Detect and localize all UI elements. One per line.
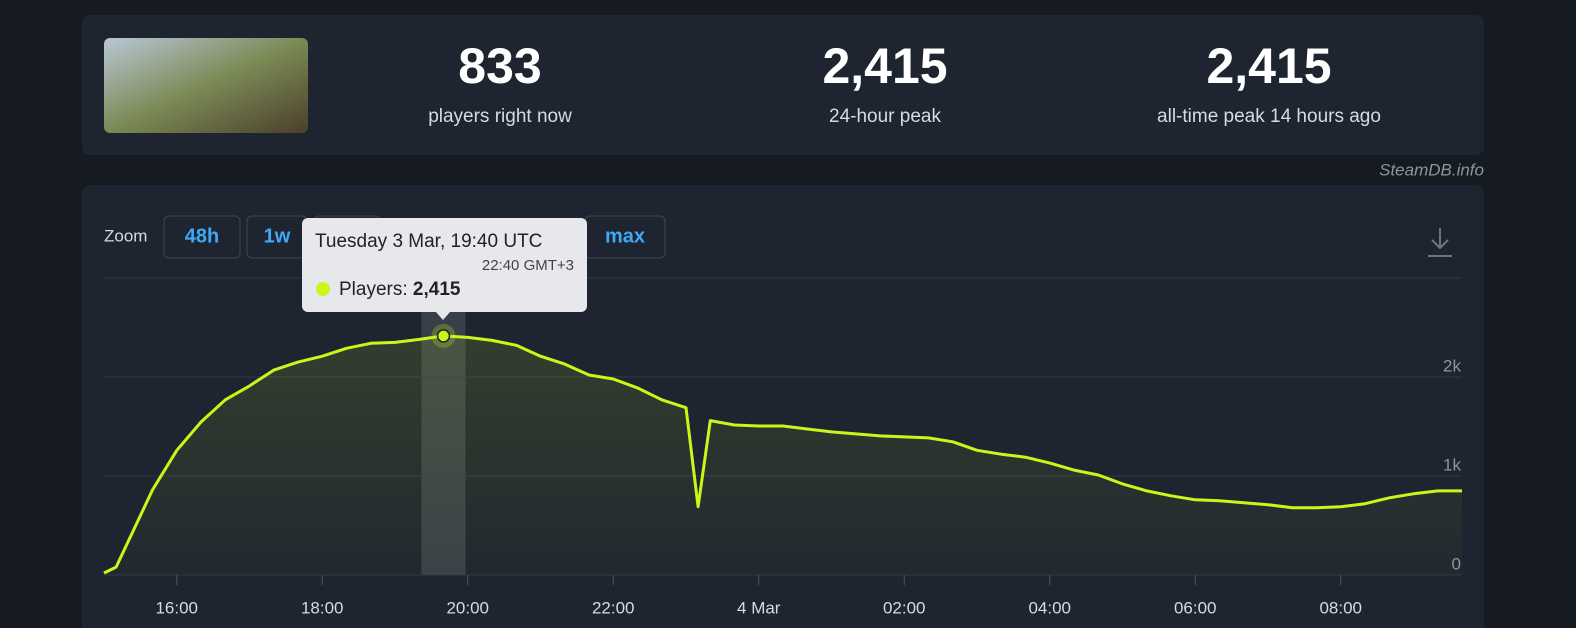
tooltip-label: Players: 2,415 xyxy=(339,279,461,300)
x-tick-label: 02:00 xyxy=(883,598,926,617)
tooltip: Tuesday 3 Mar, 19:40 UTC 22:40 GMT+3 Pla… xyxy=(302,218,587,320)
zoom-button-label[interactable]: 48h xyxy=(185,225,219,247)
y-tick-label: 1k xyxy=(1443,455,1461,474)
x-tick-label: 20:00 xyxy=(446,598,489,617)
zoom-button-label[interactable]: 1w xyxy=(264,225,291,247)
hover-point xyxy=(436,329,451,343)
zoom-label: Zoom xyxy=(104,226,147,245)
x-tick-label: 22:00 xyxy=(592,598,635,617)
x-tick-label: 4 Mar xyxy=(737,598,781,617)
download-icon[interactable] xyxy=(1428,228,1452,257)
x-tick-label: 06:00 xyxy=(1174,598,1217,617)
zoom-button-label[interactable]: max xyxy=(605,225,645,247)
stat-label: 24-hour peak xyxy=(829,106,941,127)
x-tick-label: 08:00 xyxy=(1319,598,1362,617)
watermark: SteamDB.info xyxy=(1379,160,1484,179)
tooltip-title: Tuesday 3 Mar, 19:40 UTC xyxy=(315,231,542,252)
stat-label: all-time peak 14 hours ago xyxy=(1157,106,1381,127)
tooltip-box xyxy=(302,218,587,312)
tooltip-subtitle: 22:40 GMT+3 xyxy=(482,257,574,274)
x-tick-label: 16:00 xyxy=(155,598,198,617)
stat-value: 833 xyxy=(458,38,541,94)
series-area xyxy=(104,335,1462,575)
stats-card xyxy=(82,15,1484,155)
series-line xyxy=(103,334,1462,575)
y-tick-label: 2k xyxy=(1443,356,1461,375)
game-image xyxy=(104,38,308,133)
stat-value: 2,415 xyxy=(1206,38,1331,94)
tooltip-arrow xyxy=(436,312,450,320)
tooltip-value: 2,415 xyxy=(413,279,461,300)
x-tick-label: 18:00 xyxy=(301,598,344,617)
zoom-button[interactable] xyxy=(163,215,241,259)
tooltip-series: Players: xyxy=(339,279,408,300)
stat-value: 2,415 xyxy=(822,38,947,94)
stat-label: players right now xyxy=(428,106,572,127)
x-tick-label: 04:00 xyxy=(1028,598,1071,617)
tooltip-swatch xyxy=(316,282,330,296)
